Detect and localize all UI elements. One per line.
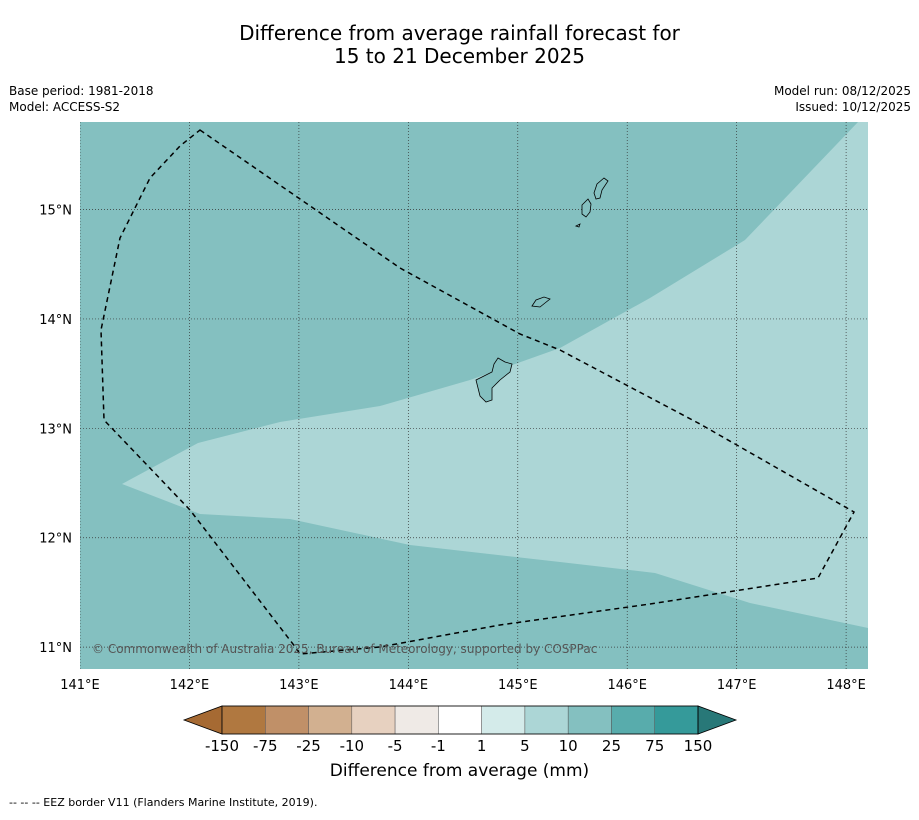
colorbar-swatch xyxy=(438,705,482,735)
longitude-ticks: 141°E 142°E 143°E 144°E 145°E 146°E 147°E 148°E xyxy=(60,678,866,693)
base-period: Base period: 1981-2018 xyxy=(9,84,154,98)
latitude-ticks: 11°N 12°N 13°N 14°N 15°N xyxy=(39,204,72,657)
island-rota xyxy=(531,296,551,308)
lon-tick-label: 145°E xyxy=(498,678,538,693)
colorbar-title: Difference from average (mm) xyxy=(329,761,590,781)
lat-tick-label: 12°N xyxy=(39,532,72,547)
colorbar-swatch xyxy=(265,705,309,735)
colorbar-extend-low xyxy=(182,705,223,735)
colorbar-tick-label: 75 xyxy=(645,737,664,755)
colorbar xyxy=(182,705,738,735)
meta-right: Model run: 08/12/2025 Issued: 10/12/2025 xyxy=(774,83,911,115)
colorbar-tick-label: -25 xyxy=(296,737,321,755)
colorbar-swatch xyxy=(221,705,266,735)
colorbar-tick-label: 5 xyxy=(520,737,530,755)
title-line-1: Difference from average rainfall forecas… xyxy=(239,21,680,45)
colorbar-swatch xyxy=(524,705,569,735)
colorbar-swatch xyxy=(481,705,526,735)
lat-tick-label: 14°N xyxy=(39,313,72,328)
lat-tick-label: 11°N xyxy=(39,641,72,656)
lon-tick-label: 147°E xyxy=(717,678,757,693)
colorbar-tick-label: -1 xyxy=(431,737,446,755)
colorbar-swatch xyxy=(308,705,353,735)
footer-note: -- -- -- EEZ border V11 (Flanders Marine… xyxy=(9,796,318,809)
colorbar-swatch xyxy=(611,705,655,735)
colorbar-labels: -150 -75 -25 -10 -5 -1 1 5 10 25 75 150 xyxy=(205,737,712,755)
colorbar-swatch xyxy=(567,705,612,735)
colorbar-tick-label: -10 xyxy=(340,737,365,755)
graticule xyxy=(80,122,868,669)
island-saipan xyxy=(593,177,609,200)
colorbar-tick-label: 150 xyxy=(684,737,713,755)
lat-tick-label: 15°N xyxy=(39,204,72,219)
chart-title: Difference from average rainfall forecas… xyxy=(0,22,919,68)
colorbar-tick-label: 10 xyxy=(559,737,578,755)
lon-tick-label: 148°E xyxy=(826,678,866,693)
model-run: Model run: 08/12/2025 xyxy=(773,84,911,98)
island-guam xyxy=(475,357,513,403)
lon-tick-label: 143°E xyxy=(279,678,319,693)
lon-tick-label: 141°E xyxy=(60,678,100,693)
island-tinian xyxy=(581,198,592,218)
title-line-2: 15 to 21 December 2025 xyxy=(333,44,585,68)
colorbar-tick-label: 1 xyxy=(477,737,487,755)
issued-date: Issued: 10/12/2025 xyxy=(795,100,911,114)
colorbar-tick-label: 25 xyxy=(602,737,621,755)
colorbar-extend-high xyxy=(697,705,738,735)
meta-left: Base period: 1981-2018 Model: ACCESS-S2 xyxy=(9,83,154,115)
lat-tick-label: 13°N xyxy=(39,422,72,437)
lon-tick-label: 146°E xyxy=(607,678,647,693)
model-name: Model: ACCESS-S2 xyxy=(9,100,121,114)
colorbar-tick-label: -150 xyxy=(205,737,239,755)
colorbar-swatch xyxy=(394,705,439,735)
colorbar-tick-label: -5 xyxy=(388,737,403,755)
eez-border xyxy=(100,129,856,655)
island-aguijan xyxy=(574,223,581,228)
colorbar-swatch xyxy=(351,705,396,735)
map-area[interactable]: © Commonwealth of Australia 2025, Bureau… xyxy=(80,122,868,669)
colorbar-frame xyxy=(221,705,699,735)
copyright-text: © Commonwealth of Australia 2025, Bureau… xyxy=(92,642,597,656)
lon-tick-label: 144°E xyxy=(389,678,429,693)
lon-tick-label: 142°E xyxy=(170,678,210,693)
colorbar-tick-label: -75 xyxy=(253,737,278,755)
colorbar-swatch xyxy=(654,705,699,735)
